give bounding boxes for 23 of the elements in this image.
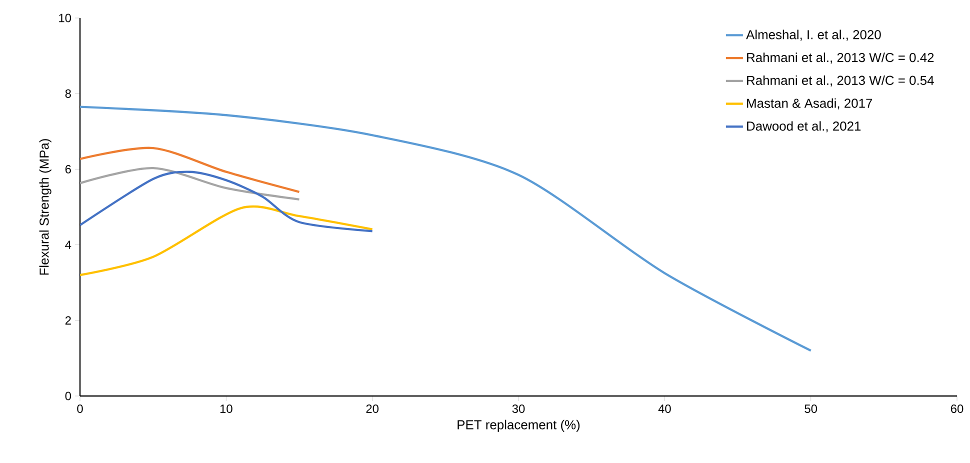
legend-label: Almeshal, I. et al., 2020 — [746, 30, 881, 41]
legend-label: Rahmani et al., 2013 W/C = 0.42 — [747, 52, 934, 64]
legend-label: Dawood et al., 2021 — [747, 121, 861, 132]
legend-label: Mastan & Asadi, 2017 — [747, 98, 872, 110]
x-axis-title: PET replacement (%) — [458, 420, 580, 432]
x-tick-label: 50 — [804, 404, 818, 413]
y-tick-label: 0 — [65, 392, 72, 400]
y-tick-label: 8 — [65, 89, 71, 98]
x-tick-label: 30 — [512, 404, 525, 413]
y-axis-title: Flexural Strength (MPa) — [39, 139, 52, 275]
line-series — [80, 170, 374, 232]
y-tick-label: 2 — [65, 316, 71, 325]
x-tick-label: 40 — [658, 404, 671, 413]
legend-label: Rahmani et al., 2013 W/C = 0.54 — [747, 75, 934, 87]
y-tick-label: 4 — [65, 240, 72, 249]
y-tick-label: 6 — [65, 164, 71, 174]
y-tick-label: 10 — [59, 14, 72, 22]
line-series — [80, 146, 300, 193]
x-tick-label: 10 — [220, 404, 232, 413]
x-tick-label: 20 — [366, 404, 379, 413]
line-series — [80, 166, 300, 201]
x-tick-label: 60 — [950, 404, 964, 413]
x-tick-label: 0 — [77, 404, 83, 413]
